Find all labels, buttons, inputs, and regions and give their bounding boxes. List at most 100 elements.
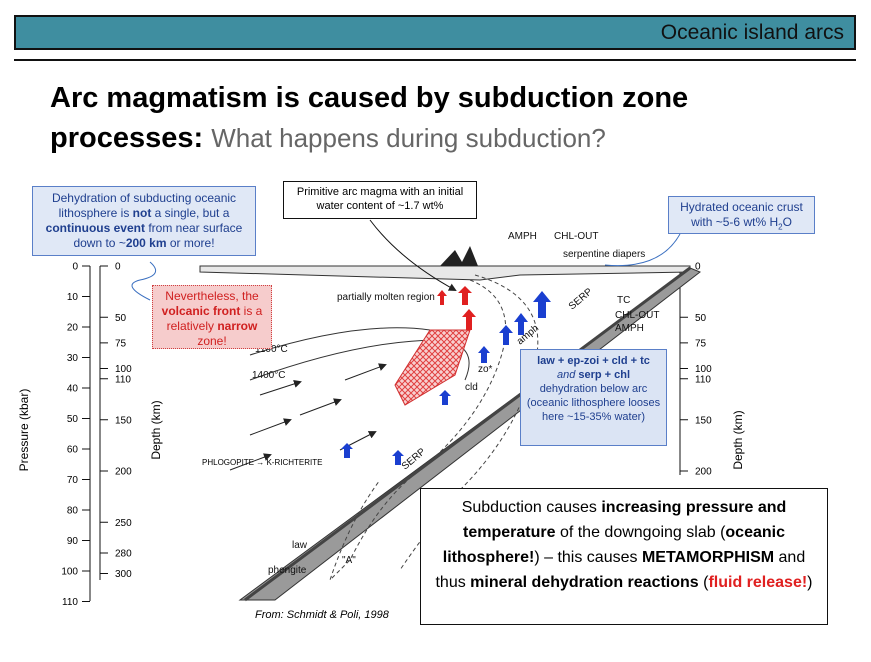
callout-arrow	[369, 219, 457, 291]
diagram-label: CHL-OUT	[554, 231, 598, 242]
heading-bold: Arc magmatism is caused by subduction zo…	[50, 82, 689, 154]
text: Subduction causes	[461, 499, 602, 516]
text: serp + chl	[578, 369, 631, 381]
heading-normal: What happens during subduction?	[211, 123, 606, 153]
tick-label: 70	[67, 475, 79, 486]
text: continuous event	[45, 221, 145, 235]
flow-arrows	[229, 363, 387, 471]
text: dehydration below arc (oceanic lithosphe…	[526, 383, 661, 423]
tick-label: 10	[67, 292, 79, 303]
tick-label: 75	[695, 338, 707, 349]
tick-label: 200	[115, 467, 132, 478]
text: and thus	[435, 549, 806, 591]
text: Nevertheless, the	[165, 289, 259, 303]
diagram-labels: AMPH CHL-OUT serpentine diapers partiall…	[202, 231, 659, 576]
surface-crust	[199, 265, 691, 281]
header-bar: Oceanic island arcs	[14, 15, 856, 50]
tick-label: 0	[115, 262, 121, 273]
diagram-label: AMPH	[508, 231, 537, 242]
text: O	[782, 215, 792, 229]
diagram-label: serpentine diapers	[563, 249, 645, 260]
text: of the downgoing slab (	[555, 524, 726, 541]
tick-label: 150	[695, 415, 712, 426]
depth-label: Depth (km)	[149, 400, 163, 459]
summary-box: Subduction causes increasing pressure an…	[420, 488, 828, 625]
text: Hydrated oceanic crust with ~5-6 wt% H	[680, 200, 803, 229]
diagram-label: 1100°C	[255, 344, 288, 355]
slab-top	[244, 266, 691, 602]
diagram-label: phengite	[268, 565, 307, 576]
axes: 0102030405060708090100110050751001101502…	[61, 262, 712, 609]
diagram-label: partially molten region	[337, 292, 435, 303]
text: not	[132, 206, 152, 220]
tick-label: 30	[67, 353, 79, 364]
diagram-label: law	[292, 540, 308, 551]
callout-below-arc: law + ep-zoi + cld + tc and serp + chl d…	[520, 349, 667, 446]
diagram-label: AMPH	[615, 323, 644, 334]
source: From: Schmidt & Poli, 1998	[255, 609, 390, 621]
text: is a relatively	[166, 304, 263, 333]
callout-dehydration: Dehydration of subducting oceanic lithos…	[32, 186, 256, 256]
diagram-label: "A"	[342, 555, 356, 566]
text: a single, but a	[151, 206, 230, 220]
callout-primitive: Primitive arc magma with an initial wate…	[283, 181, 477, 219]
tick-label: 100	[695, 364, 712, 375]
fluid-arrows	[341, 286, 551, 465]
tick-label: 300	[115, 569, 132, 580]
text: narrow	[217, 319, 258, 333]
tick-label: 60	[67, 445, 79, 456]
diagram-label: cld	[465, 382, 478, 393]
callout-arrow	[131, 261, 157, 301]
heading: Arc magmatism is caused by subduction zo…	[50, 78, 840, 158]
diagram-label: zo*	[478, 364, 493, 375]
diagram-label: PHLOGOPITE → K-RICHTERITE	[202, 458, 322, 467]
tick-label: 20	[67, 323, 79, 334]
text: )	[807, 574, 813, 591]
text: METAMORPHISM	[641, 549, 775, 566]
tick-label: 200	[695, 467, 712, 478]
tick-label: 80	[67, 506, 79, 517]
callout-hydrated: Hydrated oceanic crust with ~5-6 wt% H2O	[668, 196, 815, 234]
tick-label: 75	[115, 338, 127, 349]
text: fluid release!	[708, 574, 808, 591]
volcano	[440, 246, 478, 266]
text: Dehydration of subducting oceanic lithos…	[51, 191, 237, 220]
text: and	[556, 369, 576, 381]
diagram-label: TC	[617, 295, 630, 306]
tick-label: 110	[695, 374, 711, 385]
tick-label: 50	[695, 313, 707, 324]
diagram-label: SERP	[567, 286, 595, 312]
molten-region	[394, 329, 471, 406]
tick-label: 250	[115, 518, 132, 529]
tick-label: 150	[115, 415, 132, 426]
tick-label: 0	[72, 262, 78, 273]
tick-label: 90	[67, 536, 79, 547]
header-rule	[14, 59, 856, 61]
text: 200 km	[125, 236, 167, 250]
text: from near surface down to ~	[73, 221, 243, 250]
tick-label: 100	[61, 567, 78, 578]
tick-label: 280	[115, 549, 132, 560]
text: oceanic lithosphere!	[442, 524, 785, 566]
isograd	[399, 274, 539, 571]
text: ) – this causes	[534, 549, 642, 566]
text: or more!	[166, 236, 215, 250]
diagram-label: partially molten region	[337, 292, 435, 303]
text: volcanic front	[161, 304, 241, 318]
tick-label: 0	[695, 262, 701, 273]
tick-label: 50	[115, 313, 127, 324]
tick-label: 110	[62, 597, 78, 608]
callout-arrow	[604, 233, 681, 267]
isotherm	[249, 339, 470, 381]
text: increasing pressure and temperature	[463, 499, 787, 541]
tick-label: 50	[67, 414, 79, 425]
text: law + ep-zoi + cld + tc	[537, 355, 650, 367]
text: 2	[778, 222, 783, 232]
tick-label: 40	[67, 384, 79, 395]
diagram-label: 1400°C	[252, 370, 285, 381]
tick-label: 110	[115, 374, 131, 385]
text: mineral dehydration reactions	[470, 574, 699, 591]
pressure-label: Pressure (kbar)	[17, 389, 31, 472]
tick-label: 100	[115, 364, 132, 375]
